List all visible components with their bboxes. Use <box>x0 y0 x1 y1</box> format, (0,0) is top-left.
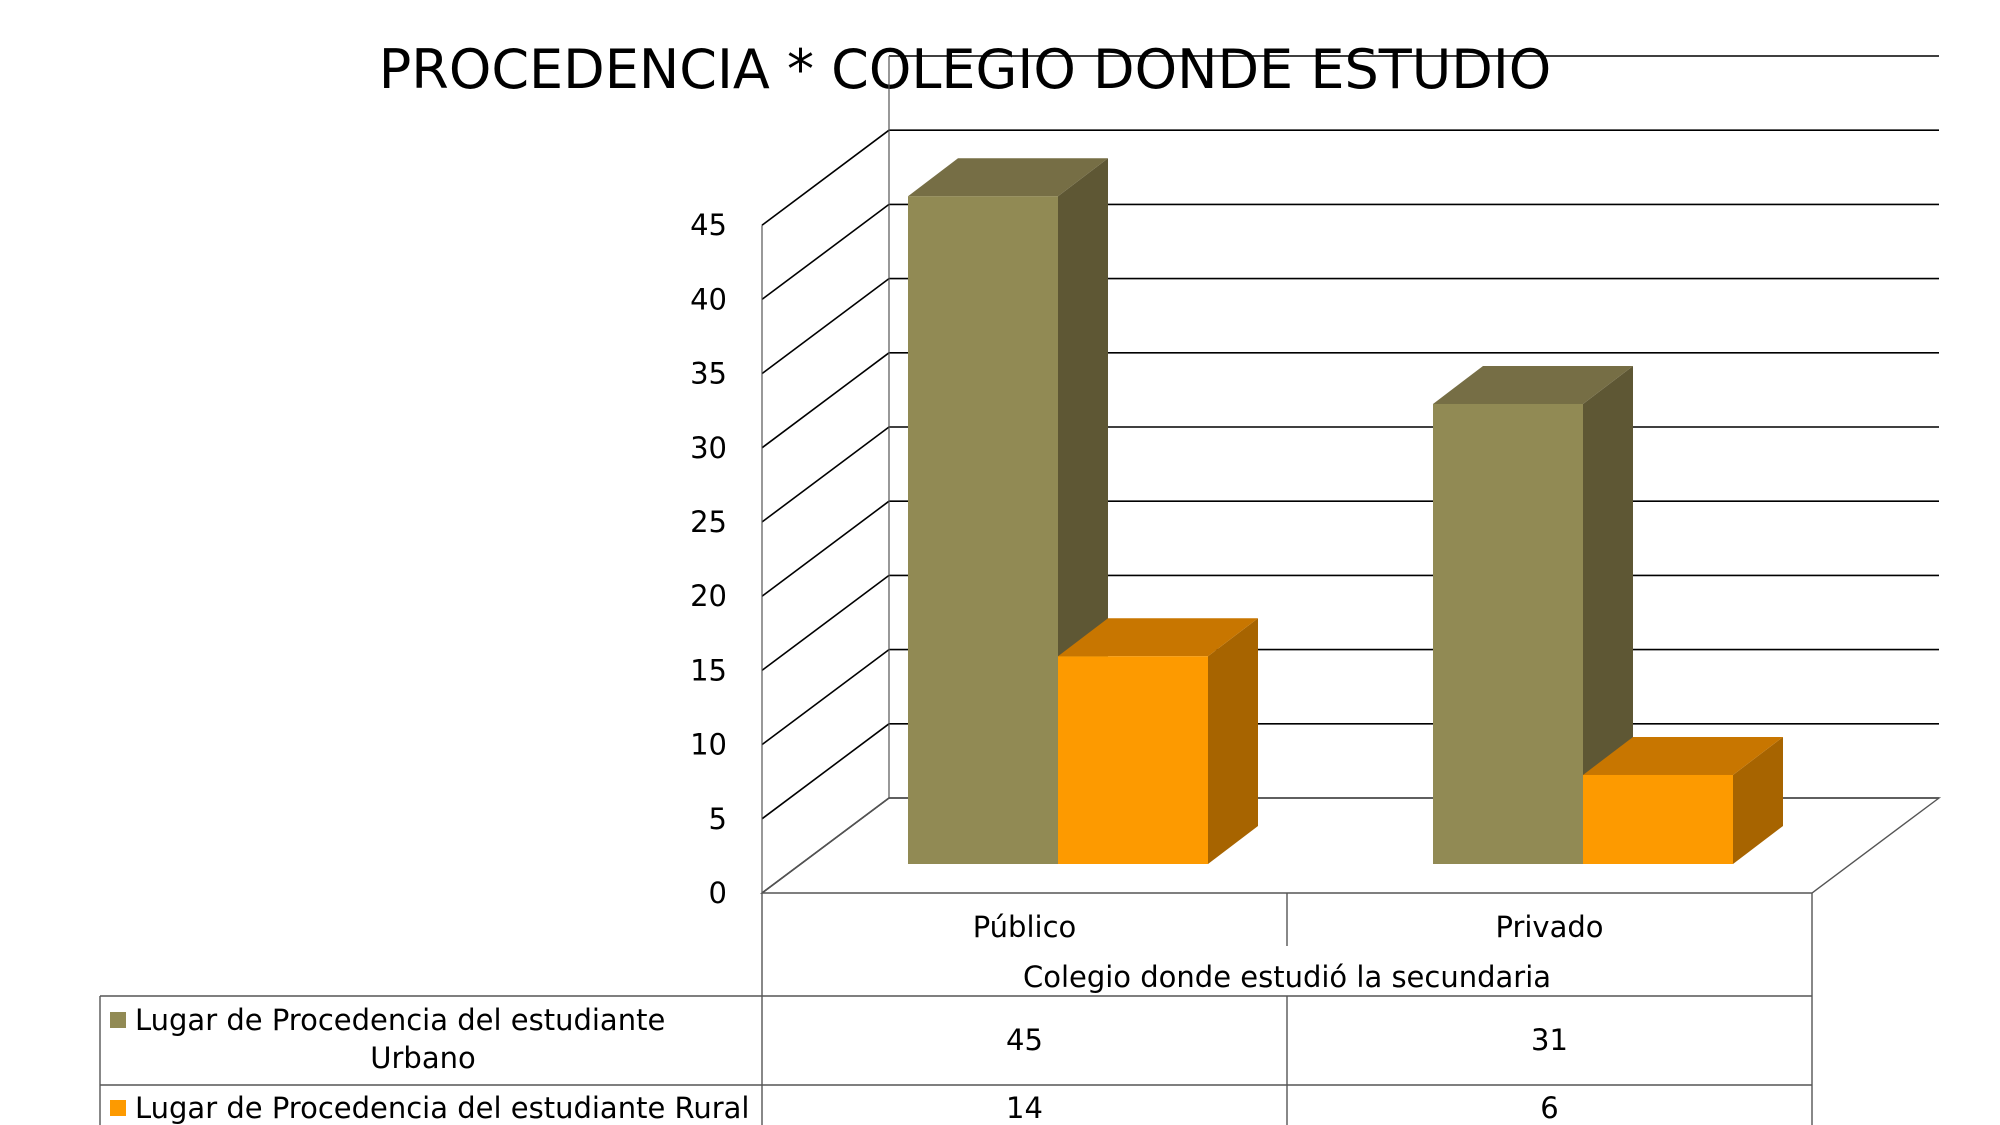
legend-label: Lugar de Procedencia del estudiante Rura… <box>135 1091 749 1125</box>
category-label: Privado <box>1495 910 1603 944</box>
legend-swatch <box>110 1012 126 1028</box>
bar-front <box>1433 403 1583 864</box>
bar-top <box>1058 618 1258 657</box>
bar <box>908 158 1108 864</box>
data-table: Público Privado Colegio donde estudió la s… <box>99 893 1813 1125</box>
bar-top <box>1433 365 1633 404</box>
table-cell: 31 <box>1531 1023 1568 1057</box>
y-tick-label: 30 <box>690 431 727 465</box>
bar-front <box>1058 656 1208 864</box>
gridline-diagonal <box>761 129 890 226</box>
bar-top <box>908 158 1108 197</box>
y-tick-label: 0 <box>709 876 727 910</box>
y-axis-ticks: 0 5 10 15 20 25 30 35 40 45 <box>690 208 727 910</box>
legend-swatch <box>110 1100 126 1116</box>
floor-outline <box>759 797 1942 894</box>
legend-label-cont: Urbano <box>370 1041 475 1075</box>
gridline-diagonal <box>761 574 890 672</box>
bars <box>908 158 1783 864</box>
x-axis-title: Colegio donde estudió la secundaria <box>1023 960 1551 994</box>
bar <box>1583 736 1783 864</box>
bar-side <box>1208 618 1258 864</box>
table-cell: 14 <box>1006 1091 1043 1125</box>
gridline-diagonal <box>761 426 890 523</box>
bar-front <box>908 196 1058 864</box>
y-tick-label: 15 <box>690 653 727 687</box>
y-tick-label: 10 <box>690 728 727 762</box>
gridline-diagonal <box>761 352 890 449</box>
chart-floor <box>759 797 1942 894</box>
y-tick-label: 35 <box>690 357 727 391</box>
y-tick-label: 20 <box>690 579 727 613</box>
gridline-diagonal <box>761 500 890 597</box>
y-tick-label: 25 <box>690 505 727 539</box>
bar <box>1433 365 1633 864</box>
gridline-diagonal <box>761 203 890 301</box>
bar-side <box>1583 365 1633 864</box>
y-tick-label: 40 <box>690 282 727 316</box>
y-tick-label: 45 <box>690 208 727 242</box>
category-label: Público <box>973 910 1077 944</box>
bar-front <box>1583 774 1733 864</box>
gridline-diagonal <box>761 277 890 375</box>
table-cell: 6 <box>1540 1091 1558 1125</box>
bar-top <box>1583 736 1783 775</box>
chart-title: PROCEDENCIA * COLEGIO DONDE ESTUDIO <box>379 38 1552 101</box>
y-tick-label: 5 <box>709 802 727 836</box>
bar-side <box>1733 736 1783 864</box>
legend-label: Lugar de Procedencia del estudiante <box>135 1003 665 1037</box>
bar <box>1058 618 1258 864</box>
gridline-diagonal <box>761 648 890 746</box>
table-cell: 45 <box>1006 1023 1043 1057</box>
gridline-diagonal <box>761 723 890 820</box>
